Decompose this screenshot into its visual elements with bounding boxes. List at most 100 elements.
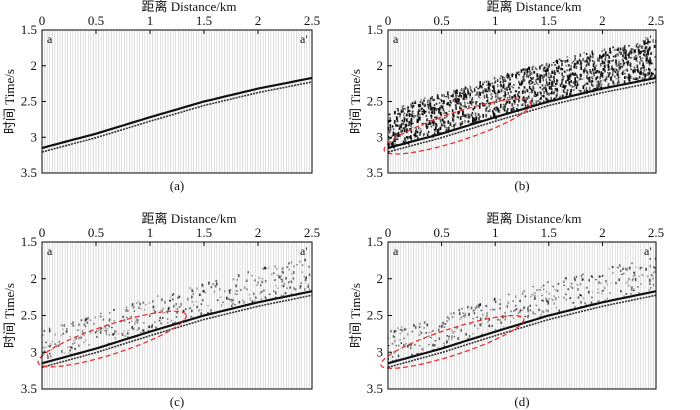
noise-mark: [623, 62, 625, 65]
noise-mark: [638, 75, 641, 79]
noise-mark: [648, 62, 651, 66]
noise-mark: [446, 115, 448, 118]
noise-mark: [132, 306, 135, 309]
noise-mark: [566, 60, 568, 62]
noise-mark: [195, 300, 198, 303]
noise-mark: [611, 65, 613, 68]
noise-mark: [223, 290, 226, 293]
y-tick-label: 1.5: [367, 22, 383, 37]
noise-mark: [566, 59, 569, 62]
noise-mark: [607, 74, 610, 78]
chart-panel-d: 0 0.5 1 1.5 2 2.51.522.533.5距离 Distance/km时间 …: [348, 211, 664, 409]
noise-mark: [648, 59, 650, 64]
noise-mark: [456, 89, 458, 93]
noise-mark: [472, 120, 475, 123]
noise-mark: [595, 76, 597, 81]
noise-mark: [630, 63, 632, 65]
noise-mark: [481, 86, 483, 89]
noise-mark: [407, 106, 409, 111]
noise-mark: [416, 137, 419, 139]
x-tick-label: 0.5: [433, 225, 449, 240]
noise-mark: [612, 59, 615, 62]
noise-mark: [653, 44, 656, 48]
noise-mark: [133, 310, 136, 312]
noise-mark: [99, 331, 102, 334]
y-tick-label: 3.5: [21, 165, 37, 180]
noise-mark: [521, 292, 524, 295]
noise-mark: [635, 77, 637, 81]
noise-mark: [494, 82, 496, 84]
noise-mark: [394, 132, 396, 136]
noise-mark: [425, 114, 428, 117]
noise-mark: [200, 309, 202, 311]
noise-mark: [507, 301, 510, 305]
noise-mark: [517, 92, 519, 96]
noise-mark: [623, 295, 625, 297]
noise-mark: [405, 139, 407, 143]
noise-mark: [617, 70, 619, 74]
noise-mark: [608, 60, 611, 64]
noise-mark: [235, 290, 238, 292]
noise-mark: [419, 330, 422, 332]
noise-mark: [522, 96, 525, 99]
noise-mark: [616, 48, 618, 50]
panel-caption: (d): [514, 394, 529, 409]
noise-mark: [616, 73, 619, 77]
noise-mark: [429, 107, 432, 111]
noise-mark: [113, 320, 115, 322]
noise-mark: [400, 342, 403, 344]
noise-mark: [579, 53, 582, 57]
noise-mark: [570, 68, 572, 71]
noise-mark: [523, 86, 526, 89]
noise-mark: [612, 55, 615, 57]
noise-mark: [590, 70, 593, 75]
noise-mark: [580, 274, 583, 278]
noise-mark: [636, 60, 638, 63]
noise-mark: [489, 102, 492, 105]
noise-mark: [440, 98, 442, 101]
noise-mark: [418, 108, 420, 113]
noise-mark: [485, 94, 488, 98]
noise-mark: [586, 286, 589, 289]
noise-mark: [612, 271, 614, 274]
noise-mark: [554, 288, 557, 291]
noise-mark: [492, 112, 495, 116]
corner-label-right: a′: [300, 244, 308, 258]
noise-mark: [153, 309, 155, 311]
noise-mark: [491, 89, 494, 91]
x-tick-label: 0: [385, 225, 392, 240]
noise-mark: [514, 309, 516, 311]
noise-mark: [568, 68, 571, 72]
noise-mark: [545, 66, 548, 69]
noise-mark: [411, 110, 414, 112]
noise-mark: [580, 62, 583, 65]
noise-mark: [642, 53, 645, 56]
noise-mark: [540, 313, 543, 316]
noise-mark: [449, 122, 452, 127]
noise-mark: [392, 140, 394, 144]
noise-mark: [412, 122, 414, 125]
noise-mark: [112, 333, 114, 336]
y-axis-title: 时间 Time/s: [348, 69, 363, 134]
noise-mark: [576, 60, 579, 65]
noise-mark: [293, 265, 295, 268]
noise-mark: [654, 74, 656, 79]
noise-mark: [265, 268, 268, 270]
noise-mark: [279, 276, 282, 279]
noise-mark: [198, 309, 200, 312]
noise-mark: [628, 63, 631, 67]
noise-mark: [591, 68, 594, 72]
noise-mark: [559, 83, 562, 88]
noise-mark: [533, 95, 536, 97]
noise-mark: [499, 307, 501, 310]
noise-mark: [565, 65, 567, 67]
noise-mark: [539, 86, 542, 89]
noise-mark: [210, 286, 213, 289]
noise-mark: [428, 332, 430, 334]
noise-mark: [307, 285, 309, 288]
noise-mark: [612, 80, 614, 83]
noise-mark: [551, 83, 554, 87]
noise-mark: [55, 344, 57, 346]
noise-mark: [463, 94, 466, 98]
noise-mark: [417, 114, 419, 118]
